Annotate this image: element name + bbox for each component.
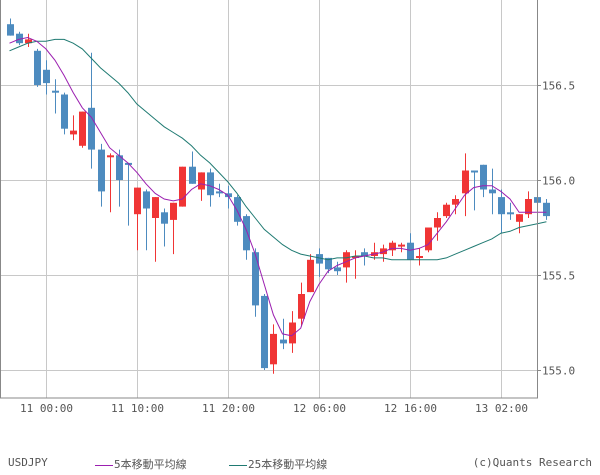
candle-body [88, 107, 95, 150]
candle-body [434, 218, 441, 228]
candle-body [543, 202, 550, 217]
candle-body [16, 33, 23, 44]
legend-ma5: 5本移動平均線 [95, 456, 187, 472]
candle-body [389, 242, 396, 251]
candle-body [471, 170, 478, 173]
ma5-line [9, 36, 547, 337]
legend-ma25-label: 25本移動平均線 [248, 458, 328, 471]
x-tick-label: 11 00:00 [20, 402, 73, 415]
symbol-label: USDJPY [8, 456, 48, 469]
candle-body [343, 252, 350, 268]
y-tick-label: 156.0 [542, 175, 575, 188]
candle-body [462, 170, 469, 194]
x-tick-label: 12 16:00 [384, 402, 437, 415]
candle-body [170, 202, 177, 220]
candle-body [289, 322, 296, 344]
y-tick-label: 155.0 [542, 365, 575, 378]
candle-body [7, 24, 14, 36]
candle-body [70, 130, 77, 135]
candle-body [25, 39, 32, 44]
candle-body [407, 242, 414, 260]
candle-body [52, 90, 59, 93]
ma25-swatch-icon [229, 464, 247, 466]
candle-body [307, 259, 314, 293]
candle-body [489, 189, 496, 194]
candle-body [298, 294, 305, 319]
candle-body [280, 339, 287, 344]
candle-body [134, 187, 141, 215]
candle-body [452, 199, 459, 205]
candle-body [261, 295, 268, 369]
y-axis: 155.0 155.5 156.0 156.5 [537, 80, 575, 378]
candle-body [34, 50, 41, 85]
candle-body [516, 214, 523, 222]
x-tick-label: 11 10:00 [111, 402, 164, 415]
candle-body [207, 172, 214, 196]
x-axis: 11 00:00 11 10:00 11 20:00 12 06:00 12 16:00… [20, 402, 528, 415]
candle-body [143, 191, 150, 209]
candle-body [316, 254, 323, 264]
candle-body [398, 244, 405, 247]
candles [7, 18, 550, 374]
candle-body [43, 69, 50, 84]
candle-body [116, 155, 123, 180]
candle-body [198, 172, 205, 190]
candle-body [79, 111, 86, 146]
candle-body [107, 155, 114, 158]
candle-body [234, 197, 241, 222]
candle-body [98, 149, 105, 192]
candle-body [225, 193, 232, 198]
candle-body [525, 199, 532, 215]
candle-body [361, 252, 368, 256]
candle-body [252, 252, 259, 306]
candle-body [443, 204, 450, 217]
candle-body [152, 197, 159, 218]
ma5-swatch-icon [95, 464, 113, 466]
candle-body [189, 166, 196, 184]
x-tick-label: 11 20:00 [202, 402, 255, 415]
candle-body [325, 257, 332, 270]
candle-body [216, 191, 223, 194]
legend-ma25: 25本移動平均線 [229, 456, 327, 472]
candle-body [425, 227, 432, 251]
plot-frame [0, 0, 538, 399]
candle-body [480, 164, 487, 190]
candle-body [416, 256, 423, 258]
candle-body [380, 248, 387, 255]
candle-body [507, 212, 514, 215]
candle-body [179, 166, 186, 207]
candle-body [161, 212, 168, 224]
y-tick-label: 155.5 [542, 270, 575, 283]
candle-body [270, 333, 277, 365]
candle-body [352, 256, 359, 258]
x-tick-label: 13 02:00 [475, 402, 528, 415]
candle-body [243, 216, 250, 251]
candle-body [334, 267, 341, 272]
x-tick-label: 12 06:00 [293, 402, 346, 415]
ma25-line [9, 38, 547, 261]
legend-ma5-label: 5本移動平均線 [114, 458, 187, 471]
candle-body [61, 94, 68, 129]
y-tick-label: 156.5 [542, 80, 575, 93]
candle-body [498, 197, 505, 215]
copyright: (c)Quants Research [472, 456, 592, 469]
